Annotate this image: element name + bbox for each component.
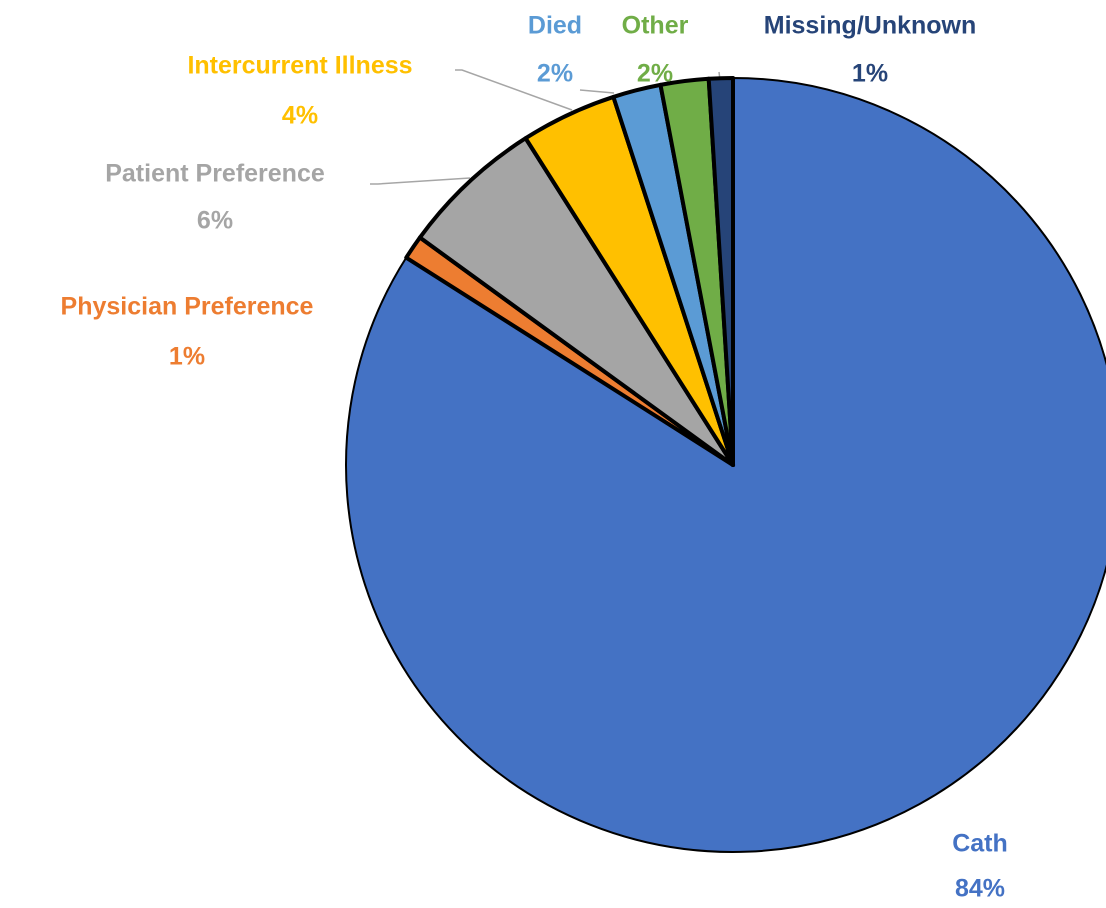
pie-slice [417,136,735,467]
slice-label: Patient Preference [105,160,325,188]
value-label: 1% [852,60,888,88]
slice-label: Cath [952,830,1008,858]
slice-label: Other [622,12,689,40]
leader-line [579,89,615,94]
value-label: 4% [282,102,318,130]
leader-lines [370,69,721,185]
slice-label: Intercurrent Illness [187,52,412,80]
slice-label: Died [528,12,582,40]
slice-label: Missing/Unknown [764,12,977,40]
value-label: 2% [637,60,673,88]
value-label: 1% [169,343,205,371]
leader-line [455,69,573,111]
slice-label: Physician Preference [61,293,314,321]
value-label: 2% [537,60,573,88]
pie-slice [706,76,735,467]
value-label: 6% [197,207,233,235]
slices [345,76,1106,853]
value-label: 84% [955,875,1005,903]
leader-line [370,177,471,185]
pie-slice [345,77,1106,853]
